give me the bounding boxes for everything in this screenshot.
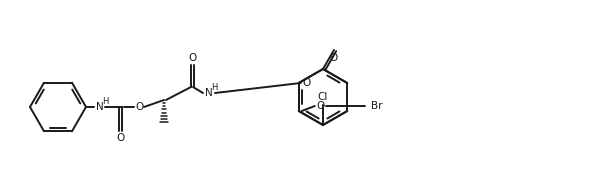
Text: Br: Br <box>371 101 382 111</box>
Text: H: H <box>102 98 108 106</box>
Text: N: N <box>205 88 213 98</box>
Text: O: O <box>117 133 124 143</box>
Text: O: O <box>330 53 338 63</box>
Text: O: O <box>188 53 196 63</box>
Text: O: O <box>303 78 311 88</box>
Text: O: O <box>317 101 325 111</box>
Text: Cl: Cl <box>318 92 328 102</box>
Text: N: N <box>96 102 104 112</box>
Text: H: H <box>211 84 217 92</box>
Text: O: O <box>135 102 143 112</box>
